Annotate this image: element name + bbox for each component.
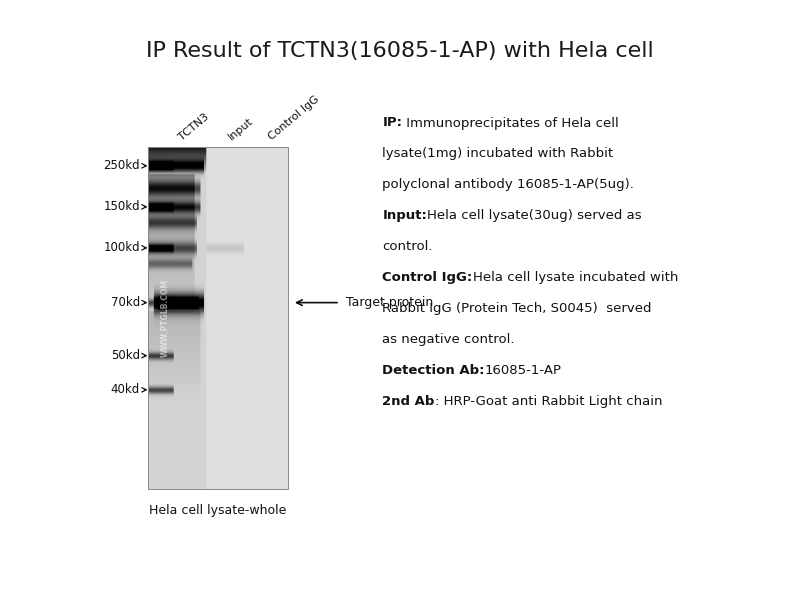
Text: 40kd: 40kd xyxy=(110,383,140,397)
Text: 16085-1-AP: 16085-1-AP xyxy=(485,364,562,377)
Text: Hela cell lysate-whole: Hela cell lysate-whole xyxy=(150,504,286,517)
Text: 150kd: 150kd xyxy=(103,200,140,214)
Text: IP Result of TCTN3(16085-1-AP) with Hela cell: IP Result of TCTN3(16085-1-AP) with Hela… xyxy=(146,41,654,61)
Text: 70kd: 70kd xyxy=(110,296,140,309)
Text: Detection Ab:: Detection Ab: xyxy=(382,364,485,377)
Bar xyxy=(148,147,288,489)
Text: IP:: IP: xyxy=(382,116,402,130)
Text: Rabbit IgG (Protein Tech, S0045)  served: Rabbit IgG (Protein Tech, S0045) served xyxy=(382,302,652,315)
Text: Control IgG: Control IgG xyxy=(267,94,322,142)
Text: 50kd: 50kd xyxy=(111,349,140,362)
Text: 100kd: 100kd xyxy=(103,241,140,254)
Text: TCTN3: TCTN3 xyxy=(177,112,211,142)
Text: 250kd: 250kd xyxy=(103,160,140,172)
Text: Input:: Input: xyxy=(382,209,427,222)
Text: Hela cell lysate incubated with: Hela cell lysate incubated with xyxy=(473,271,678,284)
Text: Input: Input xyxy=(226,116,254,142)
Text: Control IgG:: Control IgG: xyxy=(382,271,473,284)
Text: : HRP-Goat anti Rabbit Light chain: : HRP-Goat anti Rabbit Light chain xyxy=(434,395,662,407)
Text: Target protein: Target protein xyxy=(346,296,434,309)
Text: WWW.PTGLB.COM: WWW.PTGLB.COM xyxy=(160,279,170,357)
Text: as negative control.: as negative control. xyxy=(382,333,515,346)
Text: control.: control. xyxy=(382,240,433,253)
Text: Hela cell lysate(30ug) served as: Hela cell lysate(30ug) served as xyxy=(427,209,642,222)
Text: 2nd Ab: 2nd Ab xyxy=(382,395,434,407)
Text: lysate(1mg) incubated with Rabbit: lysate(1mg) incubated with Rabbit xyxy=(382,148,614,160)
Text: polyclonal antibody 16085-1-AP(5ug).: polyclonal antibody 16085-1-AP(5ug). xyxy=(382,178,634,191)
Text: Immunoprecipitates of Hela cell: Immunoprecipitates of Hela cell xyxy=(402,116,619,130)
